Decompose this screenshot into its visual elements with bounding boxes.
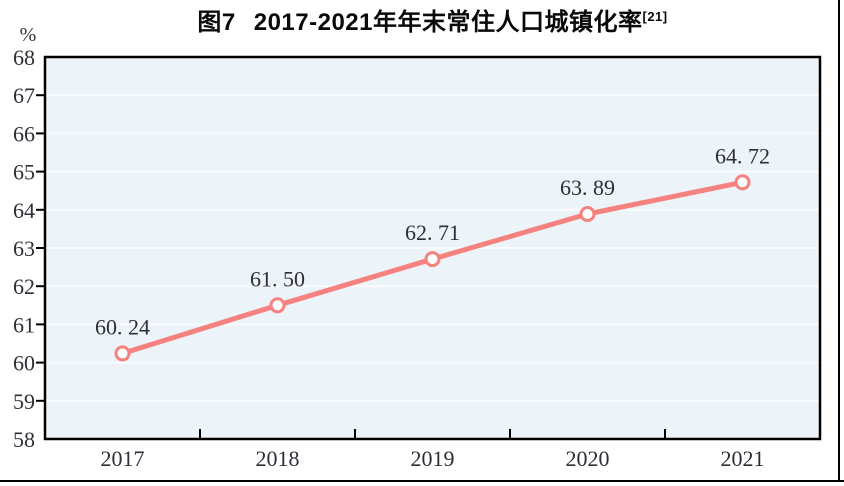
y-axis-label: 64 <box>13 198 35 223</box>
y-axis-label: 68 <box>13 45 35 70</box>
data-point <box>269 297 286 314</box>
y-axis-label: 58 <box>13 427 35 452</box>
y-axis-unit-label: % <box>19 24 37 46</box>
y-axis-label: 60 <box>13 351 35 376</box>
plot-border <box>43 55 822 441</box>
page-border-right <box>838 0 840 482</box>
y-axis-label: 61 <box>13 312 35 337</box>
y-axis-label: 67 <box>13 83 35 108</box>
x-axis-label: 2019 <box>411 446 455 471</box>
chart-title-prefix: 图7 <box>197 9 236 36</box>
page-border-bottom <box>0 480 844 482</box>
data-point <box>114 345 131 362</box>
chart-title-main: 2017-2021年年末常住人口城镇化率 <box>253 9 643 36</box>
y-axis-label: 59 <box>13 389 35 414</box>
y-axis-label: 66 <box>13 121 35 146</box>
y-axis-label: 63 <box>13 236 35 261</box>
y-axis-label: 62 <box>13 274 35 299</box>
data-point-label: 64. 72 <box>715 143 770 168</box>
x-axis-label: 2018 <box>256 446 300 471</box>
data-point-label: 61. 50 <box>250 266 305 291</box>
x-axis-label: 2020 <box>566 446 610 471</box>
x-axis-label: 2021 <box>721 446 765 471</box>
data-point <box>424 251 441 268</box>
x-axis-label: 2017 <box>101 446 145 471</box>
data-point <box>734 174 751 191</box>
y-axis-label: 65 <box>13 160 35 185</box>
data-point-label: 60. 24 <box>95 314 150 339</box>
data-point <box>579 206 596 223</box>
data-point-label: 63. 89 <box>560 175 615 200</box>
chart-title-superscript: [21] <box>642 9 668 24</box>
data-point-label: 62. 71 <box>405 220 460 245</box>
chart-title: 图7 2017-2021年年末常住人口城镇化率[21] <box>45 2 820 37</box>
